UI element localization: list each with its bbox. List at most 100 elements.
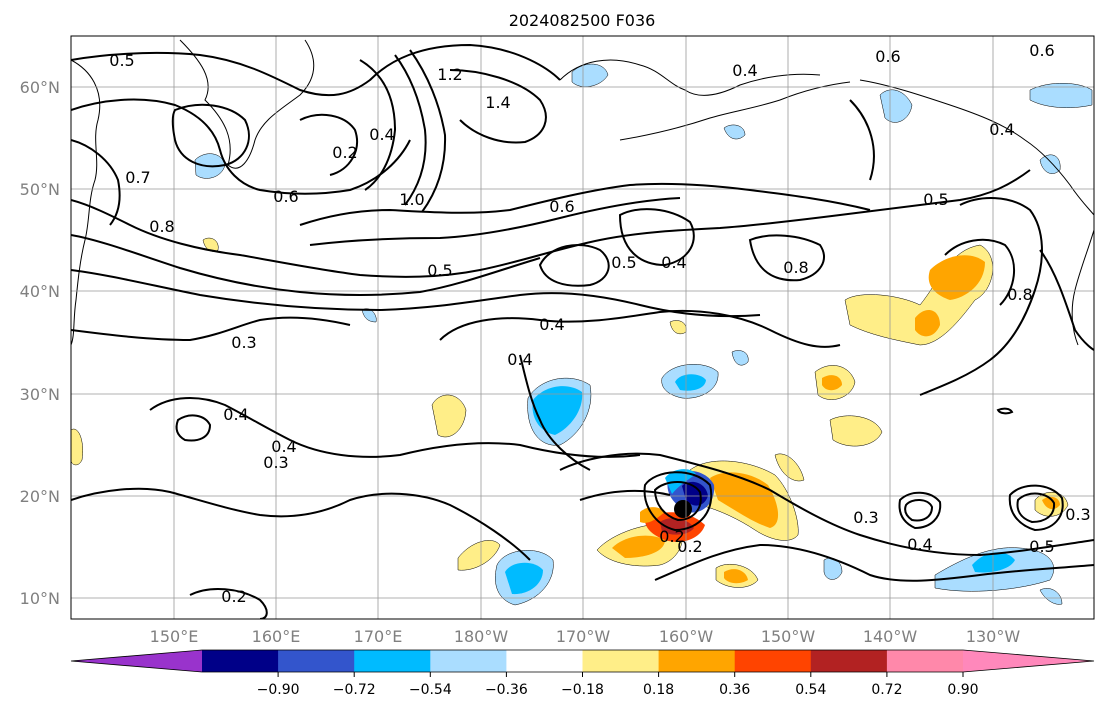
contour-line xyxy=(904,499,934,522)
negative-region xyxy=(571,63,609,87)
contour-line xyxy=(849,99,875,181)
contour-label: 0.5 xyxy=(923,190,948,209)
contour-line xyxy=(71,487,531,561)
contour-line xyxy=(559,452,1094,557)
colorbar-tick-label: −0.36 xyxy=(485,682,528,698)
contour-line xyxy=(449,69,547,144)
positive-core xyxy=(928,255,985,300)
contour-label: 0.8 xyxy=(149,217,174,236)
contour-line xyxy=(71,269,761,318)
colorbar-segment xyxy=(582,650,660,672)
colorbar-extend-min xyxy=(71,650,202,672)
contour-line xyxy=(618,208,695,267)
contour-label: 1.4 xyxy=(485,93,510,112)
colorbar-tick-label: −0.18 xyxy=(561,682,604,698)
contour-line xyxy=(71,169,1031,278)
coastline-aleutians xyxy=(619,81,851,141)
contour-line xyxy=(189,588,268,619)
colorbar-segment xyxy=(734,650,812,672)
contour-label: 0.2 xyxy=(221,587,246,606)
lat-label: 60°N xyxy=(20,78,60,97)
contour-line xyxy=(149,397,641,458)
lon-label: 170°E xyxy=(354,627,403,646)
lat-label: 50°N xyxy=(20,180,60,199)
contour-line xyxy=(643,471,713,532)
colorbar-tick-label: −0.72 xyxy=(333,682,376,698)
contour-label: 0.5 xyxy=(1029,537,1054,556)
contour-line xyxy=(1008,484,1064,532)
contour-label: 0.5 xyxy=(109,51,134,70)
contour-line xyxy=(394,54,427,206)
contour-line xyxy=(299,182,871,226)
coastline-alaska xyxy=(859,79,1094,216)
contour-line xyxy=(653,481,702,522)
colorbar-segment xyxy=(506,650,583,672)
contour-label: 0.6 xyxy=(1029,41,1054,60)
lon-label: 130°W xyxy=(966,627,1021,646)
contour-label: 1.0 xyxy=(399,190,424,209)
contour-line xyxy=(748,234,825,282)
contour-line xyxy=(1039,249,1094,351)
contour-label: 0.8 xyxy=(783,258,808,277)
colorbar-outline xyxy=(70,649,1095,673)
positive-region xyxy=(431,394,467,438)
colorbar-tick-label: −0.54 xyxy=(409,682,452,698)
negative-region xyxy=(1029,83,1093,108)
positive-region xyxy=(829,415,883,447)
contour-label: 0.6 xyxy=(549,197,574,216)
contour-label: 0.2 xyxy=(332,143,357,162)
contour-line xyxy=(71,139,121,226)
contour-label: 0.4 xyxy=(907,535,932,554)
colorbar-tick-label: 0.90 xyxy=(947,682,978,698)
contour-line xyxy=(71,98,411,195)
storm-center-marker xyxy=(674,500,692,518)
coastline-namerica xyxy=(1071,229,1094,346)
contour-line xyxy=(996,407,1014,415)
contour-label: 0.4 xyxy=(507,350,532,369)
contour-label: 0.6 xyxy=(273,187,298,206)
contour-label: 0.7 xyxy=(125,168,150,187)
contour-line xyxy=(898,491,942,530)
positive-core xyxy=(612,535,665,558)
contour-line xyxy=(538,244,610,287)
colorbar-segment xyxy=(202,650,279,672)
contour-line xyxy=(359,59,397,191)
contour-label: 0.4 xyxy=(732,61,757,80)
lon-label: 150°W xyxy=(761,627,816,646)
contour-line xyxy=(71,234,541,296)
positive-core xyxy=(915,309,940,337)
lon-label: 160°E xyxy=(252,627,301,646)
lat-label: 10°N xyxy=(20,589,60,608)
colorbar-segment xyxy=(430,650,507,672)
map-frame xyxy=(70,35,1095,620)
positive-region xyxy=(669,320,687,335)
colorbar-segment xyxy=(354,650,431,672)
contour-label: 0.5 xyxy=(427,261,452,280)
contour-line xyxy=(654,543,1094,582)
lat-label: 40°N xyxy=(20,282,60,301)
shaded-anomalies xyxy=(71,63,1093,606)
negative-core xyxy=(972,552,1015,573)
negative-region xyxy=(731,350,749,366)
positive-core xyxy=(822,375,842,391)
lat-label: 30°N xyxy=(20,385,60,404)
negative-core xyxy=(505,562,543,595)
contour-labels: 0.5 0.6 0.7 0.8 0.2 0.4 1.2 1.4 1.0 0.6 … xyxy=(109,41,1090,606)
contour-label: 0.3 xyxy=(853,508,878,527)
contour-line xyxy=(579,489,671,501)
lon-label: 150°E xyxy=(150,627,199,646)
contour-line xyxy=(71,316,351,342)
contour-label: 0.4 xyxy=(223,405,248,424)
contour-label: 0.2 xyxy=(659,527,684,546)
coastline-bering xyxy=(559,59,821,96)
coastline-kamchatka xyxy=(179,39,315,169)
contour-label: 0.4 xyxy=(661,253,686,272)
contour-line xyxy=(299,113,358,176)
lat-label: 20°N xyxy=(20,487,60,506)
colorbar-ticks: −0.90 −0.72 −0.54 −0.36 −0.18 0.18 0.36 0.54 0.7… xyxy=(257,672,979,698)
contour-label: 0.3 xyxy=(1065,505,1090,524)
contour-label: 0.2 xyxy=(677,537,702,556)
colorbar-extend-max xyxy=(963,650,1094,672)
negative-core xyxy=(675,374,706,391)
